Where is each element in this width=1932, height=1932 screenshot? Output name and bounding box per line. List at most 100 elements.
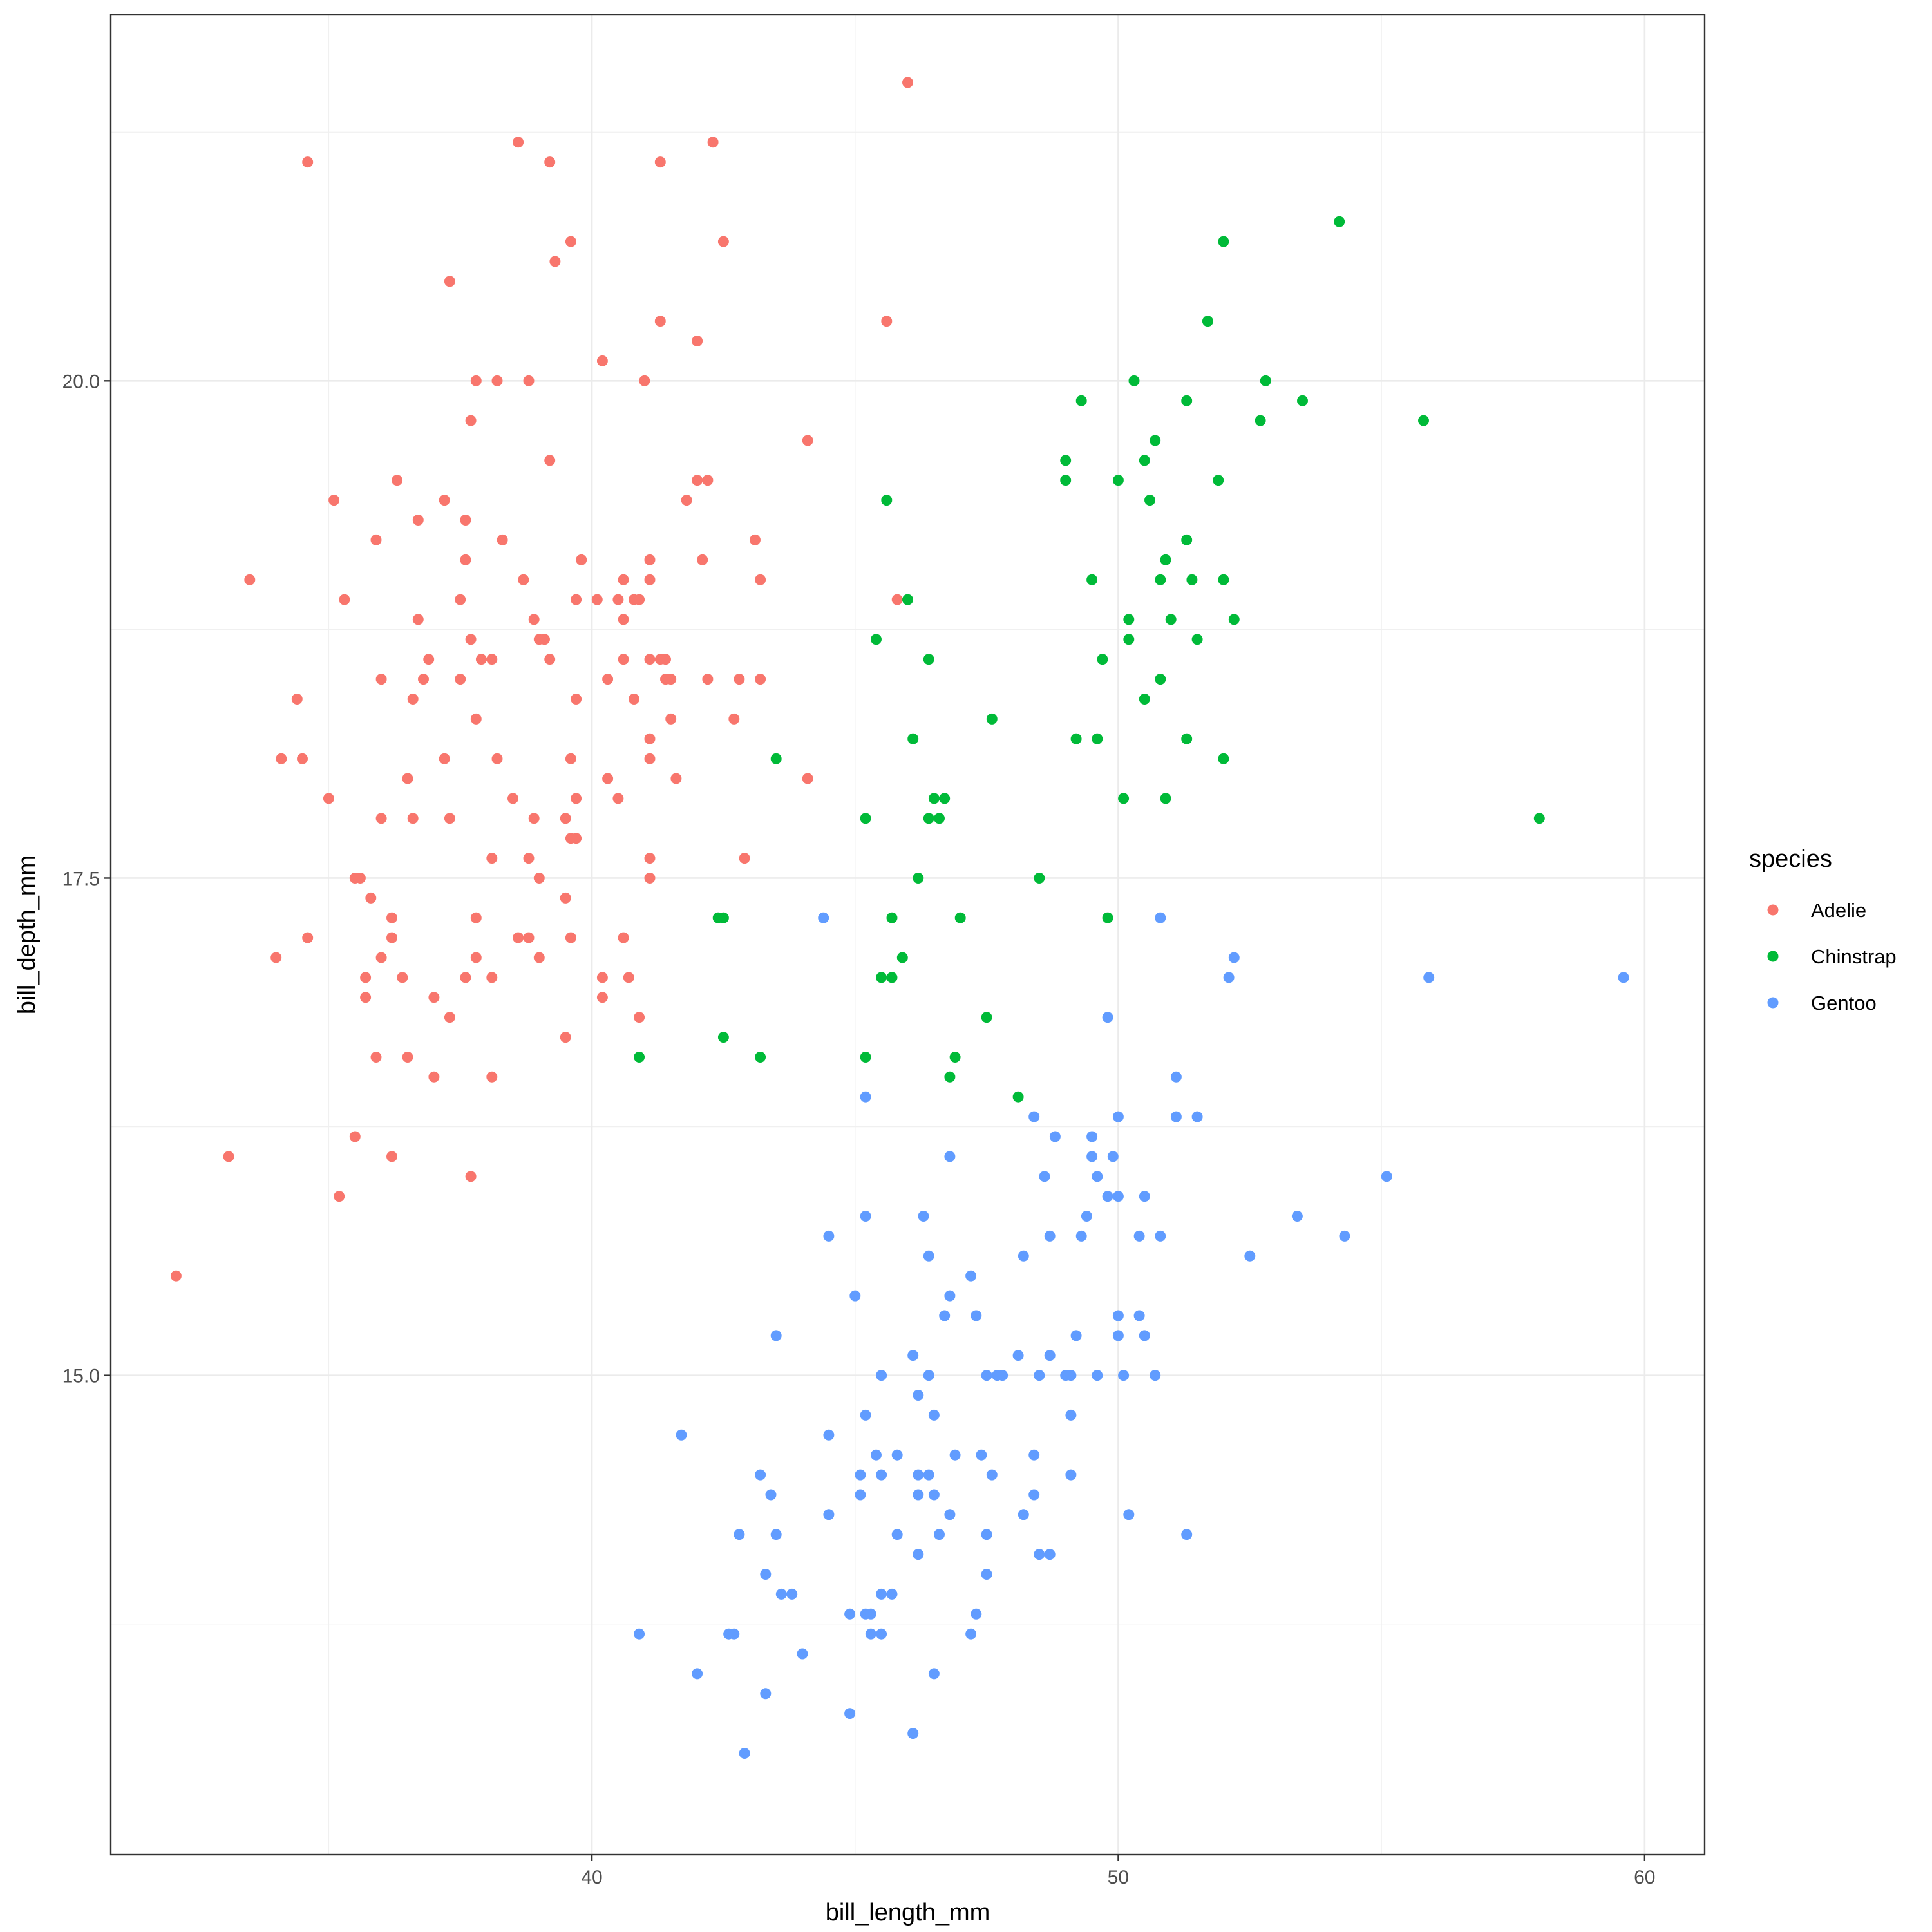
point-gentoo xyxy=(1070,1330,1082,1341)
point-adelie xyxy=(412,515,424,526)
point-chinstrap xyxy=(1165,614,1177,625)
point-adelie xyxy=(533,873,545,884)
point-chinstrap xyxy=(986,713,998,724)
point-chinstrap xyxy=(907,733,919,744)
point-gentoo xyxy=(1065,1370,1077,1381)
point-adelie xyxy=(465,634,477,645)
point-adelie xyxy=(591,594,603,605)
point-adelie xyxy=(539,634,550,645)
point-gentoo xyxy=(944,1290,956,1302)
point-gentoo xyxy=(1112,1191,1124,1202)
point-chinstrap xyxy=(1181,534,1193,545)
point-gentoo xyxy=(928,1668,940,1680)
point-adelie xyxy=(602,674,614,685)
point-adelie xyxy=(891,594,903,605)
point-gentoo xyxy=(1028,1489,1040,1501)
point-gentoo xyxy=(1133,1310,1145,1321)
point-adelie xyxy=(439,495,450,506)
point-gentoo xyxy=(1102,1012,1113,1023)
point-adelie xyxy=(360,992,372,1003)
point-gentoo xyxy=(1044,1230,1056,1242)
point-adelie xyxy=(444,1012,455,1023)
point-chinstrap xyxy=(1181,733,1193,744)
point-adelie xyxy=(444,276,455,287)
point-chinstrap xyxy=(939,793,951,804)
point-adelie xyxy=(223,1151,234,1162)
point-adelie xyxy=(486,654,498,665)
point-gentoo xyxy=(976,1449,987,1461)
data-points xyxy=(170,77,1629,1759)
point-adelie xyxy=(465,415,477,426)
point-adelie xyxy=(634,594,645,605)
point-adelie xyxy=(302,156,314,168)
y-tick-label: 20.0 xyxy=(62,371,100,392)
point-adelie xyxy=(170,1270,182,1282)
point-chinstrap xyxy=(1228,614,1240,625)
point-chinstrap xyxy=(1418,415,1429,426)
point-gentoo xyxy=(728,1628,740,1640)
legend-key-adelie xyxy=(1767,904,1779,916)
point-gentoo xyxy=(1081,1211,1092,1222)
point-chinstrap xyxy=(949,1052,961,1063)
point-gentoo xyxy=(1065,1469,1077,1481)
point-gentoo xyxy=(1112,1310,1124,1321)
point-chinstrap xyxy=(1034,873,1045,884)
point-adelie xyxy=(491,753,503,764)
point-adelie xyxy=(654,156,666,168)
point-adelie xyxy=(654,316,666,327)
point-adelie xyxy=(370,1052,382,1063)
point-adelie xyxy=(428,1071,440,1083)
point-chinstrap xyxy=(1112,475,1124,486)
point-gentoo xyxy=(913,1469,924,1481)
y-tick-label: 17.5 xyxy=(62,868,100,889)
point-gentoo xyxy=(876,1628,887,1640)
point-gentoo xyxy=(1012,1350,1024,1361)
point-chinstrap xyxy=(1155,574,1166,585)
point-gentoo xyxy=(918,1211,929,1222)
legend-title: species xyxy=(1749,846,1832,873)
y-axis-title: bill_depth_mm xyxy=(14,855,41,1014)
point-adelie xyxy=(460,554,471,565)
point-adelie xyxy=(428,992,440,1003)
point-chinstrap xyxy=(1186,574,1198,585)
point-adelie xyxy=(423,654,435,665)
point-gentoo xyxy=(934,1529,945,1540)
point-adelie xyxy=(681,495,692,506)
point-adelie xyxy=(565,236,576,247)
point-gentoo xyxy=(760,1569,772,1580)
point-adelie xyxy=(755,574,766,585)
point-adelie xyxy=(370,534,382,545)
point-adelie xyxy=(360,972,372,983)
point-gentoo xyxy=(844,1608,856,1620)
point-gentoo xyxy=(760,1688,772,1700)
point-gentoo xyxy=(1191,1111,1203,1122)
point-adelie xyxy=(544,654,556,665)
point-gentoo xyxy=(676,1429,687,1441)
point-gentoo xyxy=(1049,1131,1061,1142)
point-adelie xyxy=(349,1131,361,1142)
point-adelie xyxy=(634,1012,645,1023)
point-adelie xyxy=(412,614,424,625)
legend-key-chinstrap xyxy=(1767,951,1779,962)
point-gentoo xyxy=(865,1608,876,1620)
point-gentoo xyxy=(1075,1230,1087,1242)
point-adelie xyxy=(618,932,629,943)
point-chinstrap xyxy=(923,813,934,824)
point-adelie xyxy=(571,793,582,804)
point-adelie xyxy=(902,77,913,88)
point-chinstrap xyxy=(1097,654,1108,665)
point-adelie xyxy=(475,654,487,665)
point-adelie xyxy=(470,952,482,963)
point-adelie xyxy=(612,793,624,804)
point-adelie xyxy=(407,813,419,824)
point-gentoo xyxy=(823,1509,835,1520)
point-adelie xyxy=(439,753,450,764)
point-chinstrap xyxy=(1218,753,1229,764)
x-tick-label: 40 xyxy=(581,1867,602,1888)
point-adelie xyxy=(470,375,482,386)
point-gentoo xyxy=(876,1370,887,1381)
point-chinstrap xyxy=(1123,614,1135,625)
point-adelie xyxy=(565,932,576,943)
point-chinstrap xyxy=(1218,236,1229,247)
point-adelie xyxy=(276,753,287,764)
